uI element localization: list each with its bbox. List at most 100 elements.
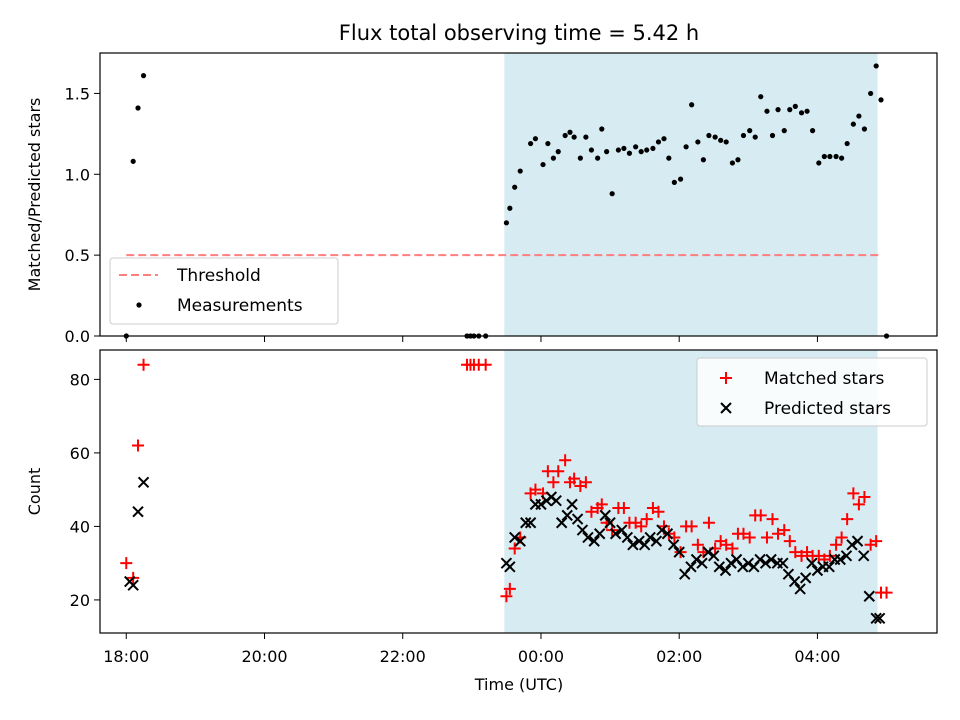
legend-predicted-swatch [720,402,732,414]
legend-threshold-label: Threshold [176,266,261,286]
x-tick-label: 04:00 [794,647,840,666]
measurement-point [661,136,667,142]
measurement-point [140,73,147,79]
measurement-point [747,128,753,134]
predicted-star-point [754,553,766,566]
matched-star-point [858,491,871,504]
predicted-star-point [719,564,732,577]
matched-star-point [137,358,150,371]
measurement-point [723,139,729,145]
matched-star-point [635,520,648,533]
ratio-legend-box [109,257,339,325]
predicted-star-point [582,531,594,544]
count-y-ticks: 20 40 60 80 [70,370,100,610]
y-tick-label: 1.0 [65,165,90,184]
predicted-star-point [520,517,532,529]
measurement-point [700,157,706,163]
matched-star-point [772,527,785,540]
measurement-point [712,134,718,140]
predicted-star-point [765,553,777,566]
predicted-star-point [127,579,139,591]
measurement-point [532,136,539,142]
matched-star-point [743,531,756,544]
measurement-point [503,220,510,226]
measurement-point [729,160,736,166]
predicted-star-point [742,557,755,569]
predicted-star-point [508,531,521,544]
ratio-legend: Threshold Measurements [109,257,339,325]
predicted-star-point [667,539,680,551]
measurement-point [571,134,577,140]
predicted-star-point [696,557,708,569]
measurement-point [507,205,513,211]
measurement-point [695,139,701,145]
predicted-star-point [799,572,812,584]
measurement-point [718,137,724,143]
measurement-point [792,103,798,109]
matched-star-point [559,454,572,467]
matched-star-point [726,542,739,555]
predicted-star-point [811,564,824,577]
measurement-point [545,140,551,147]
y-tick-label: 0.5 [65,246,90,265]
matched-star-point [778,524,791,537]
count-plot-frame [99,349,938,634]
predicted-star-point [702,546,714,558]
measurement-point [527,140,534,147]
legend-measurements-label: Measurements [177,296,303,316]
measurement-point [626,150,633,156]
y-tick-label: 80 [70,370,90,389]
predicted-star-point [673,546,685,558]
x-tick-label: 02:00 [656,647,702,666]
predicted-star-point [594,528,606,540]
ratio-panel: 0.0 0.5 1.0 1.5 Matched/Predicted stars Thr… [25,52,938,346]
ratio-y-axis-label: Matched/Predicted stars [25,98,44,292]
matched-star-point [702,516,715,529]
measurement-point [856,113,862,119]
predicted-star-point [561,509,573,522]
predicted-star-point [685,561,697,573]
predicted-star-point [535,498,547,511]
matched-star-point [737,527,750,540]
measurement-point [740,132,747,139]
measurement-point [821,153,827,160]
ratio-y-ticks: 0.0 0.5 1.0 1.5 [65,84,100,346]
matched-star-point [479,358,492,371]
predicted-star-point [863,590,875,602]
measurement-point [130,158,136,164]
chart-title: Flux total observing time = 5.42 h [339,21,699,45]
predicted-star-point [633,535,645,547]
legend-predicted-label: Predicted stars [764,399,891,419]
measurement-point [787,107,793,113]
measurement-point [683,144,689,150]
predicted-star-point [708,550,720,562]
matched-star-point [754,509,767,522]
count-legend-box [696,357,928,427]
matched-star-point [880,586,893,599]
predicted-star-point [604,517,616,529]
measurement-point [633,144,639,150]
measurement-point [833,153,839,160]
predicted-star-point [788,575,801,588]
matched-star-point [585,505,598,518]
matched-star-point [547,476,560,489]
matched-star-point [541,465,554,478]
measurement-point [677,176,684,182]
matched-star-point [691,538,704,551]
predicted-star-point [566,498,578,511]
measurement-point [512,184,518,190]
matched-star-point [685,520,698,533]
y-tick-label: 20 [70,591,90,610]
matched-star-point [552,465,565,478]
legend-matched-label: Matched stars [764,369,884,389]
measurement-point [609,191,615,197]
matched-star-point [847,487,860,500]
measurement-point [666,155,672,161]
measurement-point [758,94,764,100]
measurement-point [804,108,810,114]
matched-star-point [503,582,516,595]
measurement-point [599,126,605,132]
matched-star-point [617,502,630,515]
measurement-point [540,161,546,168]
matched-star-point [508,542,521,555]
